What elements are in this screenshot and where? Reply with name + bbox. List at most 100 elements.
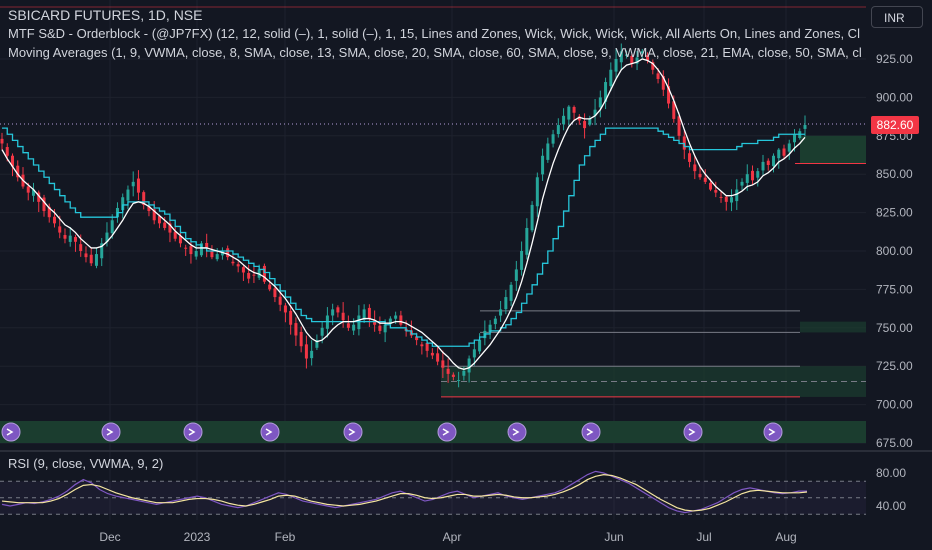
candle-body: [525, 227, 529, 255]
rsi-ma-line: [1, 474, 808, 512]
candle-body: [567, 106, 571, 120]
candle-body: [488, 324, 492, 333]
candle-body: [247, 272, 251, 279]
candle-body: [640, 51, 644, 54]
candle-body: [457, 380, 461, 382]
candle-body: [189, 246, 193, 255]
candle-body: [415, 336, 419, 341]
candle-body: [451, 374, 455, 377]
candle-body: [89, 254, 93, 264]
last-price-badge: 882.60: [871, 116, 919, 134]
symbol-title[interactable]: SBICARD FUTURES, 1D, NSE: [8, 7, 203, 23]
candle-body: [499, 309, 503, 316]
candle-body: [709, 182, 713, 190]
time-tick-label: 2023: [184, 530, 211, 544]
candle-layer: [0, 43, 807, 388]
candle-body: [425, 342, 429, 351]
candle-body: [299, 331, 303, 347]
candle-body: [593, 109, 597, 116]
candle-body: [0, 138, 4, 144]
candle-body: [10, 155, 14, 167]
rsi-indicator-label[interactable]: RSI (9, close, VWMA, 9, 2): [8, 456, 164, 471]
price-tick-label: 750.00: [876, 321, 913, 335]
candle-body: [677, 116, 681, 136]
price-tick-label: 800.00: [876, 244, 913, 258]
candle-body: [693, 164, 697, 172]
candle-body: [357, 315, 361, 330]
candle-body: [163, 222, 167, 228]
candle-body: [730, 197, 734, 203]
time-tick-label: Jun: [604, 530, 623, 544]
arrow-glyph: [188, 428, 196, 436]
candle-body: [719, 196, 723, 198]
candle-body: [777, 149, 781, 159]
candle-body: [772, 155, 776, 167]
candle-body: [619, 51, 623, 63]
candle-body: [367, 307, 371, 319]
candle-body: [205, 242, 209, 248]
candle-body: [672, 101, 676, 119]
slow-moving-average-line: [2, 127, 805, 347]
candle-body: [278, 296, 282, 305]
candle-body: [583, 121, 587, 129]
arrow-glyph: [6, 428, 14, 436]
candle-body: [131, 181, 135, 187]
currency-button[interactable]: INR: [871, 6, 923, 28]
axis-layer: 675.00 700.00 725.00 750.00 775.00 800.00 825.…: [99, 52, 913, 544]
candle-body: [136, 178, 140, 193]
candle-body: [588, 118, 592, 125]
candle-body: [661, 76, 665, 90]
candle-body: [388, 318, 392, 325]
candle-body: [535, 177, 539, 207]
candle-body: [656, 73, 660, 79]
candle-body: [556, 125, 560, 135]
candle-body: [341, 312, 345, 321]
candle-body: [441, 360, 445, 368]
arrow-glyph: [442, 428, 450, 436]
candle-body: [320, 327, 324, 336]
price-tick-label: 900.00: [876, 90, 913, 104]
orderblock-indicator-label[interactable]: MTF S&D - Orderblock - (@JP7FX) (12, 12,…: [8, 26, 860, 41]
rsi-tick-label: 40.00: [876, 499, 906, 513]
candle-body: [294, 323, 298, 336]
candle-body: [609, 69, 613, 87]
candle-body: [688, 153, 692, 162]
arrow-glyph: [768, 428, 776, 436]
candle-body: [126, 189, 130, 201]
rsi-line: [1, 470, 807, 514]
rsi-tick-label: 80.00: [876, 466, 906, 480]
candle-body: [394, 315, 398, 319]
candle-body: [630, 55, 634, 64]
candle-body: [226, 248, 230, 258]
candle-body: [646, 55, 650, 61]
candle-body: [47, 206, 51, 218]
candle-body: [504, 297, 508, 310]
candle-body: [703, 177, 707, 182]
price-tick-label: 675.00: [876, 436, 913, 450]
supply-demand-zone: [800, 135, 866, 164]
rsi-layer: [0, 450, 932, 515]
candle-body: [625, 54, 629, 56]
time-tick-label: Dec: [99, 530, 120, 544]
price-tick-label: 775.00: [876, 282, 913, 296]
candle-body: [766, 160, 770, 165]
fast-moving-average-line: [1, 58, 806, 370]
candle-body: [667, 86, 671, 104]
candle-body: [751, 170, 755, 181]
arrow-glyph: [265, 428, 273, 436]
candle-body: [735, 189, 739, 202]
moving-averages-indicator-label[interactable]: Moving Averages (1, 9, VWMA, close, 8, S…: [8, 45, 862, 60]
candle-body: [530, 204, 534, 231]
candle-body: [194, 251, 198, 257]
candle-body: [283, 305, 287, 313]
candle-body: [58, 226, 62, 233]
candle-body: [420, 344, 424, 347]
candle-body: [310, 350, 314, 359]
candle-body: [31, 189, 35, 196]
candle-body: [215, 254, 219, 260]
candle-body: [740, 181, 744, 186]
candle-body: [541, 155, 545, 175]
candle-body: [84, 253, 88, 258]
candle-body: [362, 309, 366, 320]
